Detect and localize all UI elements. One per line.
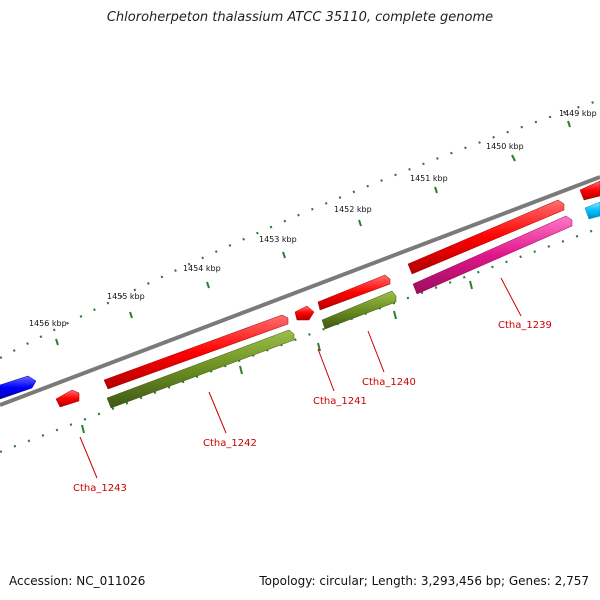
gene-ctha-1241-cds[interactable] (294, 305, 315, 321)
accession-text: Accession: NC_011026 (9, 574, 146, 588)
gene-ctha-1240-cds[interactable] (317, 274, 391, 311)
gene-ctha-1242-cds[interactable] (103, 314, 289, 390)
major-tick (55, 338, 59, 346)
major-tick (358, 219, 362, 227)
gene-label-ctha-1243: Ctha_1243 (73, 483, 127, 494)
gene-edge-right-cds[interactable] (579, 180, 600, 201)
gene-ctha-1240-rna[interactable] (321, 290, 397, 330)
kbp-label: 1455 kbp (107, 292, 145, 301)
inner-major-ticks (81, 280, 473, 434)
major-tick (129, 311, 133, 319)
inner-tick-ring (0, 226, 600, 454)
map-title: Chloroherpeton thalassium ATCC 35110, co… (106, 10, 494, 25)
major-tick (567, 120, 571, 128)
gene-labels: Ctha_1239 Ctha_1240 Ctha_1241 Ctha_1242 … (73, 320, 552, 494)
leader-ctha-1243 (79, 436, 98, 479)
kbp-label: 1449 kbp (559, 109, 597, 118)
leader-ctha-1241 (317, 348, 335, 392)
major-tick (393, 310, 397, 320)
major-tick (511, 154, 516, 162)
gene-label-ctha-1239: Ctha_1239 (498, 320, 552, 331)
major-tick (434, 186, 438, 194)
kbp-label: 1453 kbp (259, 235, 297, 244)
genome-summary-text: Topology: circular; Length: 3,293,456 bp… (259, 574, 589, 588)
gene-leader-lines (79, 277, 522, 479)
gene-label-ctha-1241: Ctha_1241 (313, 396, 367, 407)
kbp-labels: 1449 kbp 1450 kbp 1451 kbp 1452 kbp 1453… (29, 109, 597, 328)
kbp-label: 1456 kbp (29, 319, 67, 328)
gene-ctha-1239-pseudo[interactable] (412, 215, 573, 295)
kbp-label: 1451 kbp (410, 174, 448, 183)
kbp-label: 1452 kbp (334, 205, 372, 214)
major-tick (469, 280, 473, 290)
leader-ctha-1242 (208, 391, 227, 434)
outer-major-ticks (55, 120, 571, 346)
leader-ctha-1240 (367, 330, 385, 373)
major-tick (239, 365, 243, 375)
kbp-label: 1450 kbp (486, 142, 524, 151)
major-tick (317, 342, 321, 352)
gene-ctha-1242-rna[interactable] (106, 329, 295, 409)
leader-ctha-1239 (500, 277, 522, 317)
gene-ctha-1239-cds[interactable] (407, 199, 565, 275)
major-tick (81, 424, 85, 434)
gene-edge-left-blue[interactable] (0, 375, 37, 400)
genome-backbone (0, 175, 600, 407)
gene-ctha-1243-cds[interactable] (55, 389, 80, 408)
gene-label-ctha-1240: Ctha_1240 (362, 377, 416, 388)
gene-edge-right-cyan[interactable] (584, 201, 600, 220)
major-tick (206, 281, 210, 289)
kbp-label: 1454 kbp (183, 264, 221, 273)
gene-label-ctha-1242: Ctha_1242 (203, 438, 257, 449)
major-tick (282, 251, 286, 259)
